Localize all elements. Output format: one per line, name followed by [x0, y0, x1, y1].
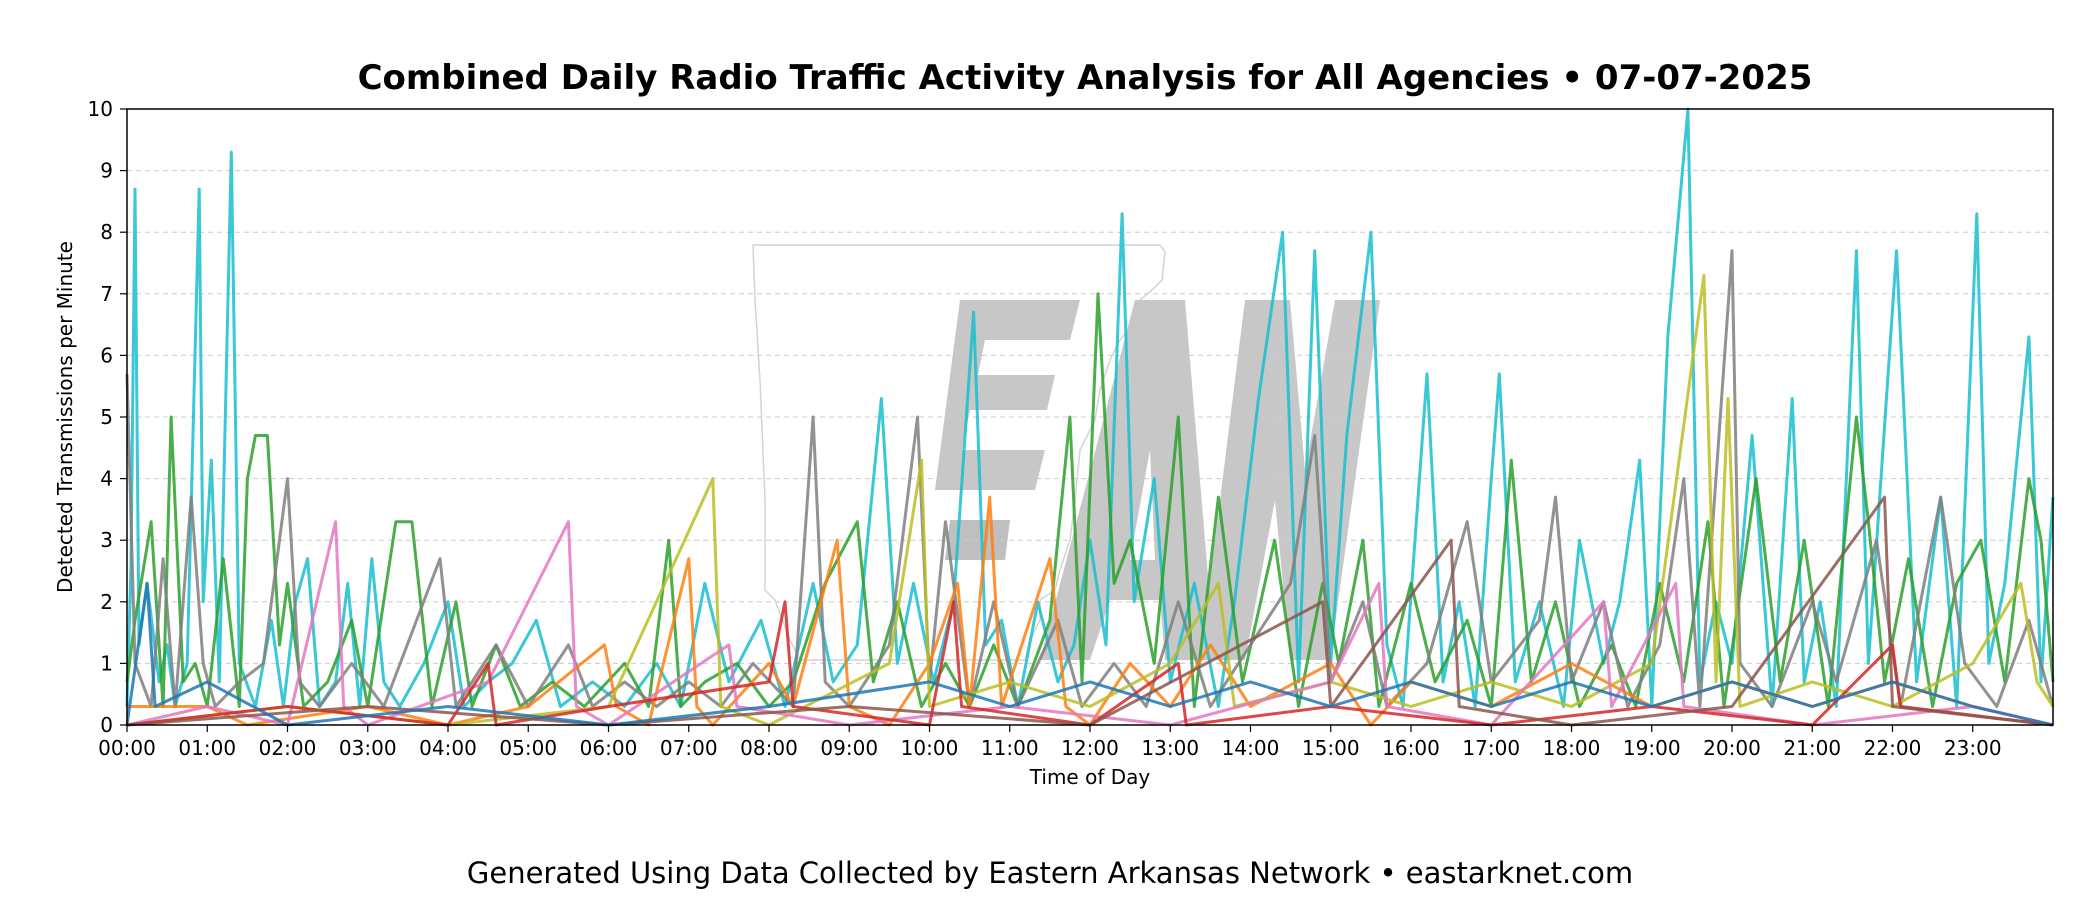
x-tick-label: 15:00: [1302, 736, 1360, 760]
x-tick-label: 12:00: [1061, 736, 1119, 760]
series-line-9: [125, 581, 2054, 727]
y-tick-label: 4: [100, 467, 113, 491]
x-tick-label: 22:00: [1864, 736, 1922, 760]
chart-title: Combined Daily Radio Traffic Activity An…: [357, 58, 1813, 98]
series-line-6: [126, 520, 2054, 727]
series-line-4: [127, 495, 2054, 727]
x-tick-label: 00:00: [98, 736, 156, 760]
y-tick-label: 9: [100, 159, 113, 183]
x-tick-label: 08:00: [740, 736, 798, 760]
y-tick-label: 10: [88, 97, 113, 121]
x-axis-label: Time of Day: [1029, 765, 1151, 789]
x-tick-label: 06:00: [580, 736, 638, 760]
x-tick-label: 03:00: [339, 736, 397, 760]
y-tick-label: 7: [100, 282, 113, 306]
x-tick-label: 02:00: [259, 736, 317, 760]
x-tick-label: 05:00: [499, 736, 557, 760]
x-tick-label: 01:00: [178, 736, 236, 760]
x-tick-label: 20:00: [1703, 736, 1761, 760]
x-tick-label: 16:00: [1382, 736, 1440, 760]
y-tick-label: 2: [100, 590, 113, 614]
x-tick-label: 10:00: [901, 736, 959, 760]
x-tick-label: 04:00: [419, 736, 477, 760]
y-tick-label: 1: [100, 651, 113, 675]
y-axis-label: Detected Transmissions per Minute: [53, 241, 77, 593]
y-tick-label: 6: [100, 343, 113, 367]
y-tick-label: 0: [100, 713, 113, 737]
series-line-7: [126, 600, 2054, 727]
x-tick-label: 07:00: [660, 736, 718, 760]
y-tick-label: 3: [100, 528, 113, 552]
x-tick-label: 11:00: [981, 736, 1039, 760]
y-tick-label: 8: [100, 220, 113, 244]
footer-credit: Generated Using Data Collected by Easter…: [466, 856, 1634, 890]
x-tick-label: 21:00: [1783, 736, 1841, 760]
x-tick-label: 17:00: [1462, 736, 1520, 760]
series-line-3: [125, 249, 2055, 708]
series-line-1: [125, 107, 2055, 708]
x-axis-ticks: 00:00 01:00 02:00 03:00 04:00 05:00 06:00 07:00…: [98, 725, 2002, 760]
y-axis-ticks: 0 1 2 3 4 5 6 7 8 9 10: [88, 97, 127, 737]
x-tick-label: 13:00: [1141, 736, 1199, 760]
series-group: [125, 107, 2055, 727]
x-tick-label: 23:00: [1944, 736, 2002, 760]
y-tick-label: 5: [100, 405, 113, 429]
x-tick-label: 09:00: [820, 736, 878, 760]
series-line-8: [126, 495, 2054, 727]
x-tick-label: 18:00: [1543, 736, 1601, 760]
x-tick-label: 19:00: [1623, 736, 1681, 760]
x-tick-label: 14:00: [1222, 736, 1280, 760]
